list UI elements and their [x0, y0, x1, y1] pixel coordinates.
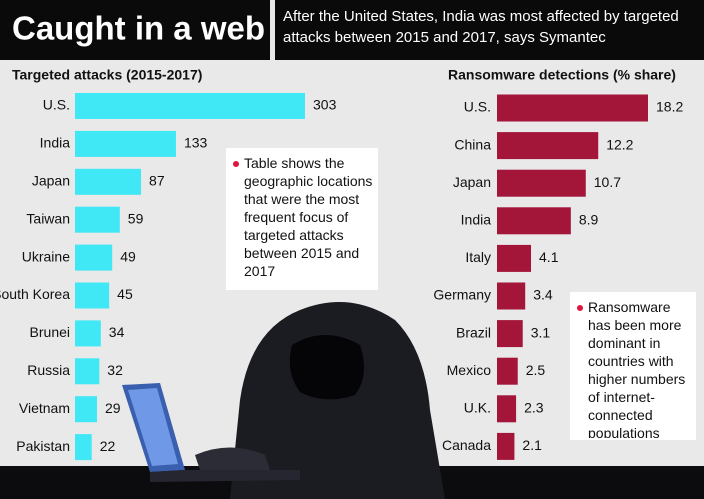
bar: [497, 395, 517, 423]
category-label: Japan: [453, 174, 491, 190]
category-label: U.S.: [43, 97, 70, 113]
value-label: 22: [100, 438, 116, 454]
page-title: Caught in a web: [12, 10, 265, 47]
bar: [75, 358, 100, 385]
category-label: Mexico: [447, 362, 492, 378]
value-label: 3.1: [531, 324, 551, 340]
value-label: 32: [107, 362, 123, 378]
annotation-box: [570, 292, 696, 440]
bar: [75, 206, 120, 233]
value-label: 34: [109, 324, 125, 340]
category-label: U.S.: [464, 99, 491, 115]
value-label: 303: [313, 97, 337, 113]
category-label: Brunei: [30, 324, 70, 340]
bar: [497, 169, 586, 197]
annotation-box: [226, 148, 378, 290]
annotation-container: Ransomware has been more dominant in cou…: [588, 299, 686, 438]
value-label: 2.1: [522, 437, 542, 453]
value-label: 2.3: [524, 400, 544, 416]
hacker-illustration: [0, 302, 704, 499]
bar: [75, 168, 142, 195]
value-label: 8.9: [579, 212, 599, 228]
bar: [75, 244, 113, 271]
annotation-container: Table shows the geographic locations tha…: [244, 155, 373, 279]
category-label: South Korea: [0, 286, 70, 302]
bar: [75, 130, 176, 157]
annotation-bullet: [577, 305, 583, 311]
bar: [75, 434, 92, 461]
category-label: Germany: [433, 287, 491, 303]
category-label: India: [40, 135, 71, 151]
value-label: 4.1: [539, 249, 559, 265]
bar: [497, 207, 571, 235]
bar: [497, 357, 518, 385]
chart-title: Targeted attacks (2015-2017): [12, 67, 202, 83]
category-label: Russia: [27, 362, 70, 378]
value-label: 45: [117, 286, 133, 302]
category-label: China: [454, 136, 491, 152]
category-label: Brazil: [456, 324, 491, 340]
value-label: 87: [149, 173, 165, 189]
bar: [497, 244, 532, 272]
category-label: U.K.: [464, 400, 491, 416]
header-subtitle-bg: [275, 0, 704, 60]
bar: [75, 320, 101, 347]
category-label: Ukraine: [22, 248, 70, 264]
bar: [497, 132, 599, 160]
category-label: Canada: [442, 437, 491, 453]
bar: [497, 94, 648, 122]
category-label: India: [461, 212, 492, 228]
bar: [75, 396, 98, 423]
value-label: 18.2: [656, 99, 683, 115]
bar: [75, 282, 110, 309]
value-label: 29: [105, 400, 121, 416]
annotation: Table shows the geographic locations tha…: [244, 155, 373, 279]
bar: [497, 432, 515, 460]
page-subtitle: After the United States, India was most …: [283, 8, 679, 46]
value-label: 3.4: [533, 287, 553, 303]
bar: [497, 282, 526, 310]
category-label: Taiwan: [26, 210, 70, 226]
value-label: 12.2: [606, 136, 633, 152]
value-label: 2.5: [526, 362, 546, 378]
header-title-bg: [0, 0, 270, 60]
category-label: Vietnam: [19, 400, 70, 416]
value-label: 59: [128, 210, 144, 226]
category-label: Japan: [32, 173, 70, 189]
charts: Targeted attacks (2015-2017) U.S. 303 India…: [0, 67, 696, 461]
bar: [497, 320, 523, 348]
value-label: 49: [120, 248, 136, 264]
bar: [75, 93, 305, 119]
subtitle-box: After the United States, India was most …: [283, 8, 679, 46]
annotation: Ransomware has been more dominant in cou…: [588, 299, 686, 438]
value-label: 133: [184, 135, 208, 151]
category-label: Pakistan: [16, 438, 70, 454]
annotation-bullet: [233, 161, 239, 167]
chart-title: Ransomware detections (% share): [448, 67, 676, 83]
value-label: 10.7: [594, 174, 621, 190]
category-label: Italy: [465, 249, 491, 265]
